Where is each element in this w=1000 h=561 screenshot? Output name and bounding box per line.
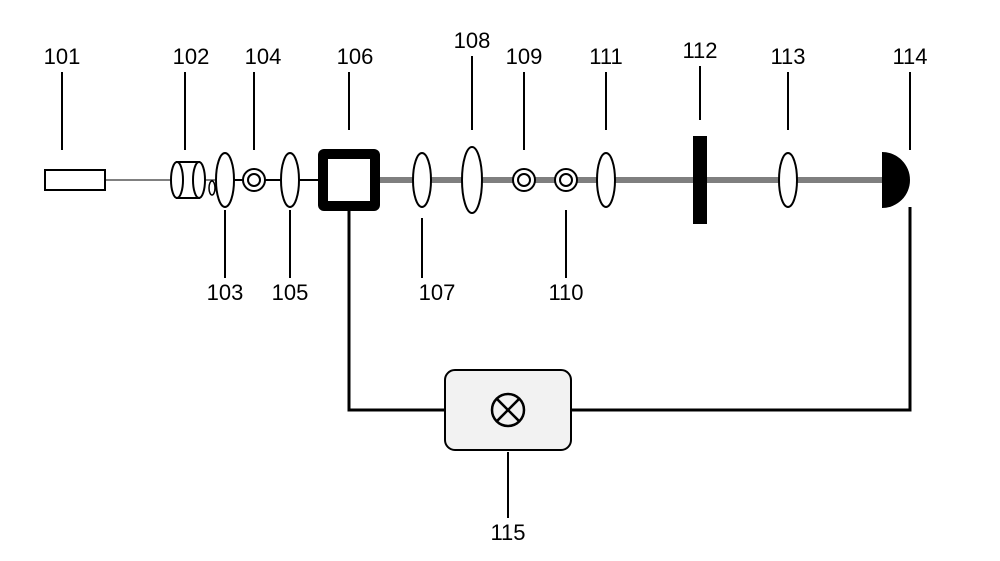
component-105 bbox=[281, 153, 299, 207]
component-113 bbox=[779, 153, 797, 207]
component-102 bbox=[171, 162, 183, 198]
component-114 bbox=[882, 152, 910, 208]
label-114: 114 bbox=[892, 44, 927, 69]
label-107: 107 bbox=[419, 280, 456, 305]
label-105: 105 bbox=[272, 280, 309, 305]
label-109: 109 bbox=[506, 44, 543, 69]
small-aperture bbox=[209, 181, 215, 195]
label-104: 104 bbox=[245, 44, 282, 69]
label-108: 108 bbox=[454, 28, 491, 53]
wire-106-to-115 bbox=[349, 211, 445, 410]
label-110: 110 bbox=[548, 280, 583, 305]
label-102: 102 bbox=[173, 44, 210, 69]
component-103 bbox=[216, 153, 234, 207]
component-108 bbox=[462, 147, 482, 213]
component-104 bbox=[248, 174, 260, 186]
component-109 bbox=[518, 174, 530, 186]
label-111: 111 bbox=[589, 44, 622, 69]
label-115: 115 bbox=[490, 520, 525, 545]
label-103: 103 bbox=[207, 280, 244, 305]
component-112 bbox=[693, 136, 707, 224]
component-111 bbox=[597, 153, 615, 207]
component-101 bbox=[45, 170, 105, 190]
label-106: 106 bbox=[337, 44, 374, 69]
label-101: 101 bbox=[44, 44, 81, 69]
label-113: 113 bbox=[770, 44, 805, 69]
component-110 bbox=[560, 174, 572, 186]
component-107 bbox=[413, 153, 431, 207]
wire-114-to-115 bbox=[571, 207, 910, 410]
label-112: 112 bbox=[682, 38, 717, 63]
